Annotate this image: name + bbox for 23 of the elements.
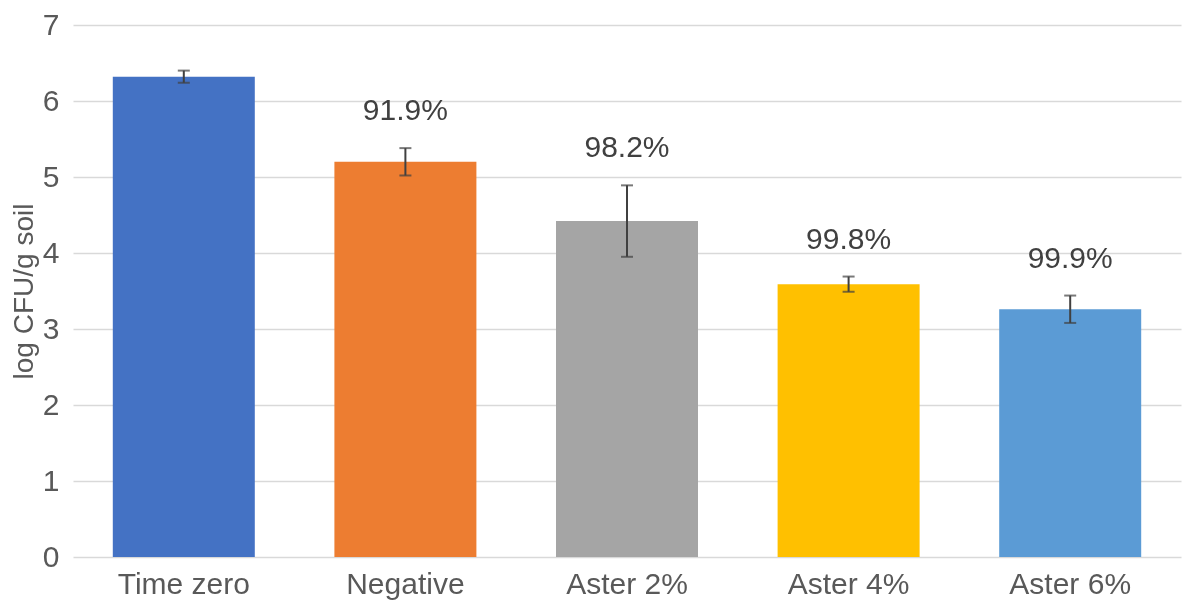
x-tick-label: Aster 6%	[1009, 566, 1132, 600]
y-tick-label: 6	[42, 83, 60, 117]
annotation: 99.8%	[806, 221, 892, 255]
annotation: 99.9%	[1027, 240, 1113, 274]
annotation: 98.2%	[584, 130, 670, 164]
bar	[999, 309, 1142, 557]
bar	[556, 221, 698, 557]
y-tick-label: 2	[42, 387, 60, 421]
y-axis-title: log CFU/g soil	[7, 203, 39, 380]
x-tick-label: Aster 2%	[566, 566, 688, 600]
bar	[112, 76, 255, 557]
y-tick-label: 4	[42, 235, 60, 269]
y-tick-label: 7	[42, 7, 60, 41]
y-tick-label: 0	[42, 539, 60, 573]
x-tick-label: Negative	[346, 566, 465, 600]
bar	[334, 161, 477, 557]
y-tick-label: 3	[42, 311, 60, 345]
bar	[777, 284, 920, 557]
x-tick-label: Aster 4%	[787, 566, 910, 600]
x-tick-label: Time zero	[117, 566, 250, 600]
y-tick-label: 5	[42, 159, 60, 193]
annotation: 91.9%	[362, 93, 448, 127]
y-tick-label: 1	[42, 463, 60, 497]
